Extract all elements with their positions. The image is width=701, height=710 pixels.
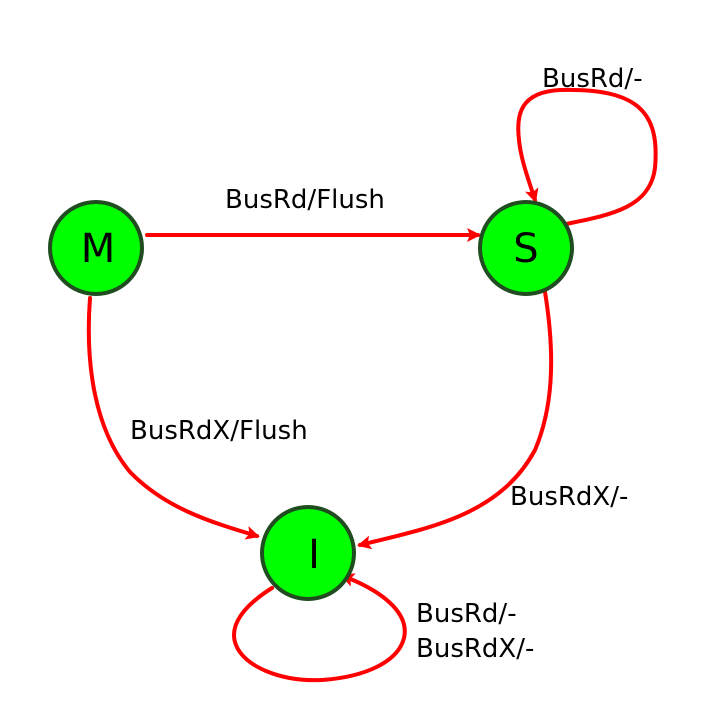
label-s-to-i: BusRdX/- <box>510 482 628 512</box>
state-m: M <box>48 200 144 296</box>
state-i-label: I <box>308 532 320 578</box>
label-i-self-loop-busrdx: BusRdX/- <box>416 634 534 664</box>
state-s-label: S <box>513 226 538 272</box>
state-i: I <box>260 505 356 601</box>
state-m-circle <box>48 200 144 296</box>
edge-s-to-i <box>357 290 554 550</box>
label-s-self-loop: BusRd/- <box>542 64 643 94</box>
state-i-circle <box>260 505 356 601</box>
label-m-to-s: BusRd/Flush <box>225 185 385 215</box>
label-i-self-loop-busrd: BusRd/- <box>416 599 517 629</box>
edge-s-self-loop <box>516 87 658 226</box>
edge-i-self-loop <box>232 573 407 683</box>
state-m-label: M <box>81 226 116 272</box>
edge-m-to-i <box>86 296 260 540</box>
state-s-circle <box>478 200 574 296</box>
state-s: S <box>478 200 574 296</box>
label-m-to-i: BusRdX/Flush <box>130 416 308 446</box>
